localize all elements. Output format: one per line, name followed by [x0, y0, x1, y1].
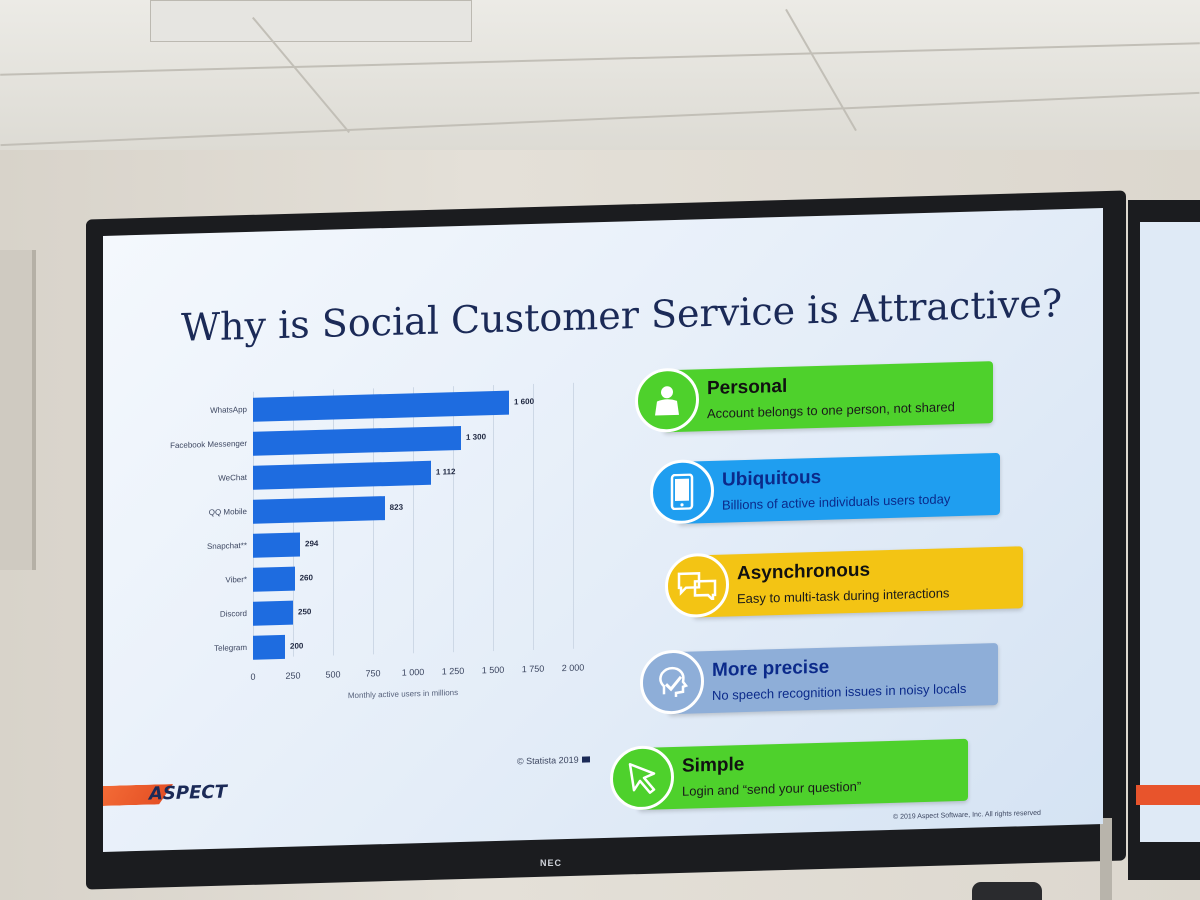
x-tick-label: 1 250	[441, 665, 465, 677]
bar	[253, 532, 301, 558]
adjacent-logo-stripe	[1136, 785, 1200, 805]
card-title: Ubiquitous	[722, 466, 822, 491]
bar	[253, 496, 385, 524]
card-personal: Personal Account belongs to one person, …	[635, 361, 993, 434]
y-category-label: Discord	[219, 608, 247, 619]
y-category-label: QQ Mobile	[208, 506, 247, 518]
stand-post	[1100, 818, 1112, 900]
x-gridline	[533, 383, 534, 650]
bar	[253, 566, 295, 592]
source-text: © Statista 2019	[517, 754, 579, 767]
monitor-brand: NEC	[540, 858, 563, 868]
smartphone-icon	[650, 458, 714, 525]
adjacent-monitor	[1128, 200, 1200, 880]
x-tick-label: 0	[250, 671, 256, 682]
person-icon	[635, 367, 699, 434]
x-tick-label: 1 500	[481, 664, 505, 676]
bar	[253, 600, 293, 626]
x-tick-label: 500	[325, 669, 341, 680]
bar	[253, 460, 431, 490]
y-category-label: Snapchat**	[206, 540, 247, 552]
x-tick-label: 1 750	[521, 663, 545, 675]
y-category-label: WhatsApp	[210, 404, 247, 415]
bar-value-label: 1 112	[435, 467, 456, 477]
x-axis-label: Monthly active users in millions	[347, 688, 459, 701]
ceiling-tile-line	[785, 8, 857, 132]
card-desc: No speech recognition issues in noisy lo…	[712, 680, 967, 703]
x-tick-label: 250	[285, 670, 301, 681]
bar-value-label: 1 300	[466, 432, 487, 442]
ceiling-vent	[150, 0, 472, 42]
flag-icon	[581, 756, 590, 763]
cursor-arrow-icon	[610, 745, 674, 811]
adjacent-monitor-screen	[1140, 222, 1200, 842]
y-category-label: Facebook Messenger	[170, 438, 247, 451]
ceiling	[0, 0, 1200, 160]
bar-value-label: 260	[299, 573, 313, 583]
ceiling-tile-line	[0, 42, 1200, 76]
head-check-icon	[640, 649, 704, 715]
ceiling-tile-line	[0, 91, 1200, 147]
card-title: Simple	[682, 754, 745, 777]
bar-value-label: 200	[290, 641, 304, 651]
door-frame	[0, 250, 36, 570]
aspect-logo: ASPECT	[149, 781, 227, 805]
bar-chart: Monthly active users in millions 0 250 500…	[163, 382, 593, 714]
bar	[253, 390, 509, 422]
conference-camera	[972, 882, 1042, 900]
card-asynchronous: Asynchronous Easy to multi-task during i…	[665, 546, 1023, 619]
card-simple: Simple Login and “send your question”	[610, 738, 968, 811]
card-title: Personal	[707, 375, 788, 400]
x-tick-label: 2 000	[561, 662, 585, 674]
bar	[253, 425, 461, 456]
card-title: More precise	[712, 656, 830, 681]
card-more-precise: More precise No speech recognition issue…	[640, 642, 998, 715]
card-ubiquitous: Ubiquitous Billions of active individual…	[650, 452, 1000, 525]
y-category-label: Viber*	[225, 574, 247, 585]
bar-value-label: 294	[305, 538, 319, 549]
card-desc: Login and “send your question”	[682, 778, 862, 799]
x-tick-label: 1 000	[401, 666, 425, 678]
slide-title: Why is Social Customer Service is Attrac…	[181, 281, 1063, 350]
y-category-label: WeChat	[218, 472, 247, 483]
chart-source: © Statista 2019	[517, 754, 590, 766]
bar-value-label: 250	[298, 607, 312, 617]
chat-bubbles-icon	[665, 552, 729, 619]
bar-value-label: 823	[389, 502, 404, 512]
slide-copyright: © 2019 Aspect Software, Inc. All rights …	[893, 809, 1041, 821]
bar-value-label: 1 600	[514, 396, 535, 407]
card-desc: Account belongs to one person, not share…	[707, 399, 955, 422]
card-desc: Billions of active individuals users tod…	[722, 491, 951, 513]
x-gridline	[573, 382, 574, 649]
x-gridline	[493, 385, 494, 652]
y-category-label: Telegram	[214, 642, 247, 653]
x-tick-label: 750	[365, 668, 381, 679]
card-desc: Easy to multi-task during interactions	[737, 585, 950, 607]
card-title: Asynchronous	[737, 559, 871, 585]
bar	[253, 634, 285, 660]
presentation-slide: Why is Social Customer Service is Attrac…	[103, 208, 1103, 852]
